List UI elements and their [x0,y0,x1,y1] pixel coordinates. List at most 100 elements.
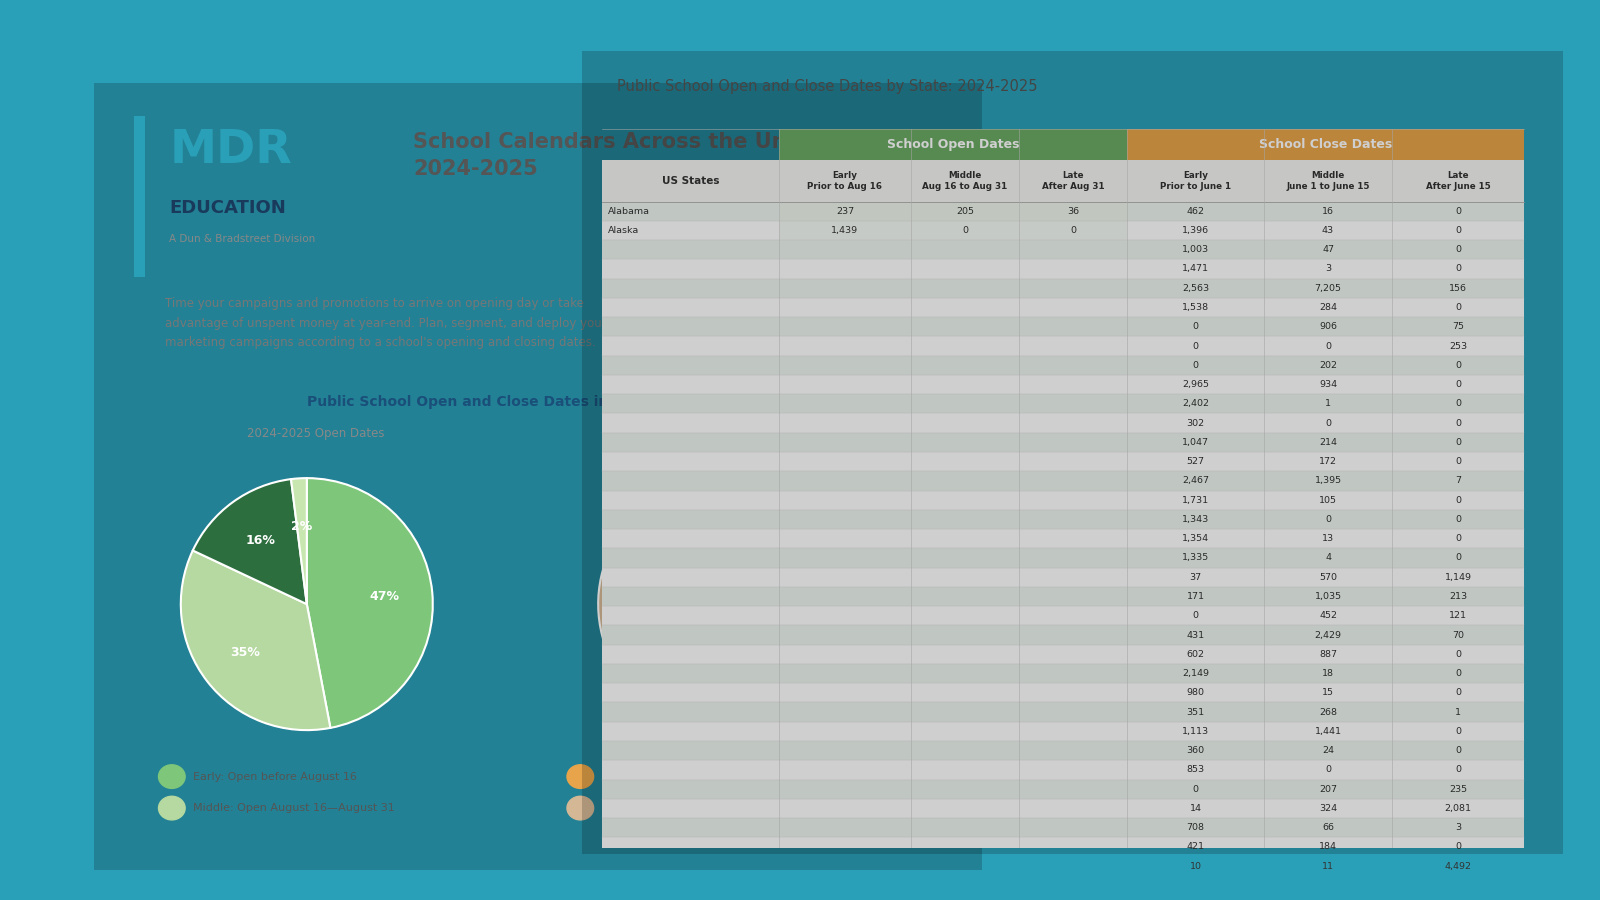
Text: 0: 0 [1454,245,1461,254]
Text: 171: 171 [1187,592,1205,601]
Text: MDR: MDR [170,128,291,173]
Text: 0: 0 [1454,554,1461,562]
Text: 36: 36 [1067,207,1078,216]
Bar [602,779,1525,799]
Text: 4: 4 [1325,554,1331,562]
Text: 47: 47 [1322,245,1334,254]
Text: 1: 1 [1454,707,1461,716]
Text: 0: 0 [1454,303,1461,312]
Text: 66: 66 [1322,824,1334,832]
Bar [602,568,1525,587]
Bar [602,703,1525,722]
Text: 47%: 47% [370,590,400,603]
Bar [602,472,1525,491]
Wedge shape [192,479,307,604]
Text: 0: 0 [1454,727,1461,736]
Text: 421: 421 [1187,842,1205,851]
Text: 172: 172 [1318,457,1338,466]
Text: 12%: 12% [672,529,701,542]
Text: 37: 37 [1189,572,1202,581]
Text: 906: 906 [1318,322,1338,331]
Text: 237: 237 [835,207,854,216]
Bar [602,626,1525,644]
Text: Middle: Open August 16—August 31: Middle: Open August 16—August 31 [194,803,395,813]
Text: 156: 156 [1450,284,1467,292]
Text: Public School Open and Close Dates in the United States: Public School Open and Close Dates in th… [307,395,750,410]
Text: 2,965: 2,965 [1182,380,1210,389]
Text: 11: 11 [1322,862,1334,871]
Text: 2024-2025 Closing Dates: 2024-2025 Closing Dates [667,427,816,440]
Text: 184: 184 [1318,842,1338,851]
Bar [602,607,1525,625]
Text: 16: 16 [1322,207,1334,216]
Bar [602,529,1525,548]
Text: 980: 980 [1187,688,1205,698]
Text: 0: 0 [1192,785,1198,794]
Bar [602,799,1525,818]
Text: 2,563: 2,563 [1182,284,1210,292]
Text: 1,343: 1,343 [1182,515,1210,524]
Text: 56%: 56% [786,612,816,625]
Text: 105: 105 [1318,496,1338,505]
Bar [602,317,1525,337]
Bar [779,130,1126,160]
Wedge shape [291,478,307,604]
Bar [602,279,1525,298]
Bar [602,644,1525,664]
Text: 7,205: 7,205 [1315,284,1341,292]
Text: 1,439: 1,439 [832,226,859,235]
Text: 2,149: 2,149 [1182,669,1210,678]
Text: 16%: 16% [246,535,275,547]
Text: 462: 462 [1187,207,1205,216]
Circle shape [158,765,186,788]
Text: Late
After Aug 31: Late After Aug 31 [1042,171,1104,191]
Bar [602,837,1525,857]
Text: 853: 853 [1187,765,1205,774]
Text: 70: 70 [1451,631,1464,640]
Bar [602,741,1525,760]
Text: 213: 213 [1450,592,1467,601]
Text: 253: 253 [1450,342,1467,351]
Text: 0: 0 [1454,361,1461,370]
Bar [602,760,1525,779]
Text: 302: 302 [1187,418,1205,427]
Text: 1,471: 1,471 [1182,265,1210,274]
Text: 431: 431 [1187,631,1205,640]
Bar [602,818,1525,837]
Text: 1,396: 1,396 [1182,226,1210,235]
Text: 15: 15 [1322,688,1334,698]
Circle shape [158,796,186,820]
Text: 1,035: 1,035 [1315,592,1341,601]
Bar [602,722,1525,741]
Text: 570: 570 [1318,572,1338,581]
Text: 235: 235 [1450,785,1467,794]
Wedge shape [678,478,850,730]
Text: A Dun & Bradstreet Division: A Dun & Bradstreet Division [170,234,315,244]
Text: 3: 3 [1454,824,1461,832]
Text: 10: 10 [1190,862,1202,871]
Wedge shape [307,478,432,728]
Text: 268: 268 [1318,707,1338,716]
Text: 205: 205 [957,207,974,216]
Text: 0: 0 [1454,515,1461,524]
Text: 121: 121 [1450,611,1467,620]
Text: 0: 0 [1454,457,1461,466]
Wedge shape [627,479,725,604]
Text: School Calendars Across the United States:
2024-2025: School Calendars Across the United State… [413,131,925,179]
Bar [602,337,1525,356]
Text: 0: 0 [1454,669,1461,678]
Text: 3: 3 [1325,265,1331,274]
Bar [602,356,1525,375]
Bar [602,857,1525,876]
Text: 14: 14 [1190,804,1202,813]
Text: 0: 0 [1454,650,1461,659]
Bar [134,116,146,277]
Text: 2,081: 2,081 [1445,804,1472,813]
Bar [602,433,1525,452]
Bar [602,298,1525,317]
Text: 284: 284 [1318,303,1338,312]
Text: 7: 7 [1454,476,1461,485]
Text: 24: 24 [1322,746,1334,755]
Wedge shape [709,478,725,604]
Text: 0: 0 [1454,688,1461,698]
